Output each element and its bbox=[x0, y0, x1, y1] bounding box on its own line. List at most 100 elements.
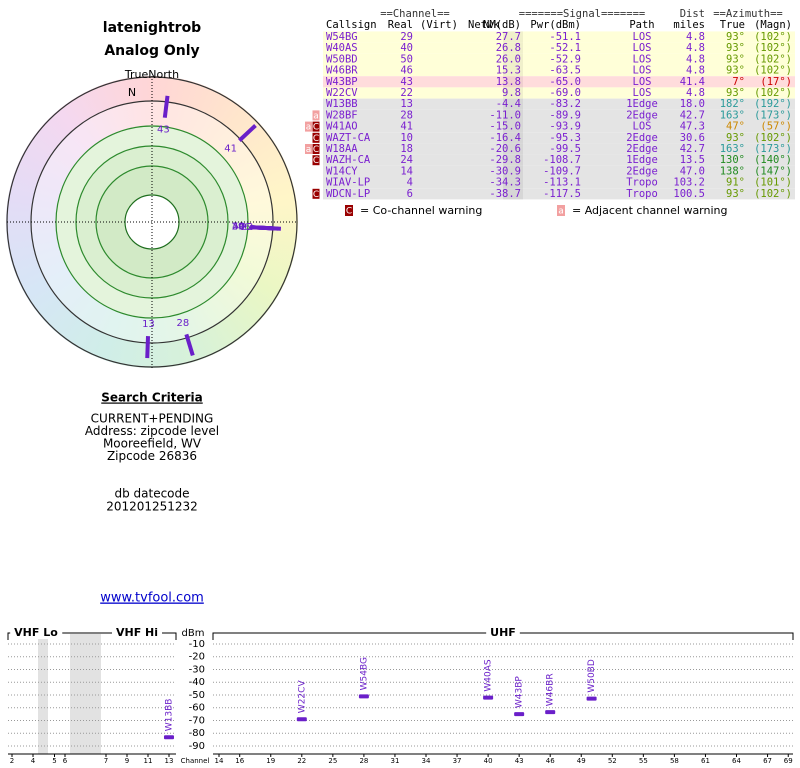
nm-shade bbox=[503, 143, 523, 155]
row-background bbox=[323, 87, 795, 99]
cell-pwr: -69.0 bbox=[549, 87, 581, 99]
cell-az-magn: (140°) bbox=[754, 154, 792, 166]
column-header: Real bbox=[388, 19, 413, 31]
section-label: VHF Lo bbox=[14, 626, 58, 639]
cell-path: LOS bbox=[633, 121, 652, 133]
cell-path: 1Edge bbox=[626, 98, 658, 110]
station-label: 13 bbox=[142, 319, 155, 330]
row-background bbox=[323, 42, 795, 54]
x-tick-label: 28 bbox=[359, 757, 368, 765]
warning-icon bbox=[312, 144, 320, 154]
cell-nm: 13.8 bbox=[496, 76, 521, 88]
x-tick-label: 14 bbox=[215, 757, 224, 765]
north-label: N bbox=[128, 86, 136, 99]
cell-path: 2Edge bbox=[626, 165, 658, 177]
cell-az-true: 91° bbox=[726, 177, 745, 189]
cell-az-true: 93° bbox=[726, 188, 745, 200]
station-ray bbox=[145, 336, 151, 359]
y-tick-label: -30 bbox=[189, 664, 205, 675]
cell-nm: -15.0 bbox=[489, 121, 521, 133]
column-header: Callsign bbox=[326, 19, 377, 31]
x-tick-label: 31 bbox=[390, 757, 399, 765]
y-tick-label: -40 bbox=[189, 677, 205, 688]
cell-callsign: W50BD bbox=[326, 53, 358, 65]
nm-shade bbox=[503, 87, 523, 99]
x-tick-label: 4 bbox=[31, 757, 36, 765]
cell-az-true: 93° bbox=[726, 65, 745, 77]
cell-nm: 15.3 bbox=[496, 65, 521, 77]
x-tick-label: 22 bbox=[297, 757, 306, 765]
cell-az-true: 93° bbox=[726, 31, 745, 43]
column-header: miles bbox=[673, 19, 705, 31]
cell-callsign: W14CY bbox=[326, 165, 358, 177]
cell-az-magn: (102°) bbox=[754, 87, 792, 99]
x-tick-label: 49 bbox=[577, 757, 586, 765]
cell-path: LOS bbox=[633, 42, 652, 54]
x-tick-label: 16 bbox=[235, 757, 244, 765]
legend-icon-letter: a bbox=[558, 207, 564, 217]
search-line: CURRENT+PENDING bbox=[91, 412, 214, 426]
search-line: Address: zipcode level bbox=[85, 424, 219, 438]
site-link[interactable]: www.tvfool.com bbox=[100, 591, 204, 606]
station-ray bbox=[162, 95, 170, 118]
x-tick-label: 40 bbox=[484, 757, 493, 765]
cell-pwr: -63.5 bbox=[549, 65, 581, 77]
cell-nm: -16.4 bbox=[489, 132, 521, 144]
search-title: Search Criteria bbox=[101, 391, 202, 405]
cell-pwr: -65.0 bbox=[549, 76, 581, 88]
x-axis-label: Channel bbox=[181, 757, 210, 765]
y-tick-label: -50 bbox=[189, 690, 205, 701]
cell-real: 43 bbox=[400, 76, 413, 88]
row-background bbox=[323, 109, 795, 121]
station-ray bbox=[184, 333, 195, 356]
warning-letter: a bbox=[313, 111, 319, 121]
x-tick-label: 58 bbox=[670, 757, 679, 765]
legend-icon-letter: C bbox=[346, 207, 352, 217]
y-tick-label: -70 bbox=[189, 715, 205, 726]
y-axis-label: dBm bbox=[182, 628, 205, 639]
warning-letter: C bbox=[313, 145, 319, 155]
cell-pwr: -108.7 bbox=[543, 154, 581, 166]
cell-nm: 26.0 bbox=[496, 53, 521, 65]
section-label: VHF Hi bbox=[116, 626, 158, 639]
cell-pwr: -109.7 bbox=[543, 165, 581, 177]
cell-az-magn: (102°) bbox=[754, 53, 792, 65]
cell-dist: 4.8 bbox=[686, 31, 705, 43]
signal-bar bbox=[164, 735, 174, 740]
signal-label: W40AS bbox=[484, 659, 494, 692]
cell-path: Tropo bbox=[626, 177, 658, 189]
signal-bar bbox=[483, 695, 494, 700]
signal-label: W22CV bbox=[297, 680, 307, 714]
nm-shade bbox=[503, 98, 523, 110]
nm-shade bbox=[503, 53, 523, 65]
cell-callsign: W18AA bbox=[326, 143, 358, 155]
cell-nm: -29.8 bbox=[489, 154, 521, 166]
station-label: 50 bbox=[233, 222, 246, 233]
cell-path: 2Edge bbox=[626, 132, 658, 144]
cell-path: LOS bbox=[633, 87, 652, 99]
x-tick-label: 55 bbox=[639, 757, 648, 765]
cell-nm: -20.6 bbox=[489, 143, 521, 155]
cell-az-true: 93° bbox=[726, 87, 745, 99]
cell-pwr: -113.1 bbox=[543, 177, 581, 189]
station-label: 29 bbox=[232, 222, 245, 233]
cell-callsign: WIAV-LP bbox=[326, 177, 370, 189]
cell-az-true: 163° bbox=[720, 143, 745, 155]
column-header: Pwr(dBm) bbox=[530, 19, 581, 31]
mode: Analog Only bbox=[104, 43, 199, 59]
cell-az-true: 138° bbox=[720, 165, 745, 177]
cell-dist: 42.7 bbox=[680, 109, 705, 121]
cell-callsign: W28BF bbox=[326, 109, 358, 121]
cell-real: 18 bbox=[400, 143, 413, 155]
legend-icon bbox=[557, 205, 565, 216]
group-header: =======Signal======= bbox=[519, 8, 645, 20]
cell-az-true: 93° bbox=[726, 53, 745, 65]
x-tick-label: 67 bbox=[763, 757, 772, 765]
cell-dist: 13.5 bbox=[680, 154, 705, 166]
cell-az-true: 47° bbox=[726, 121, 745, 133]
signal-bar bbox=[296, 717, 307, 722]
x-tick-label: 61 bbox=[701, 757, 710, 765]
x-tick-label: 46 bbox=[546, 757, 555, 765]
x-tick-label: 13 bbox=[165, 757, 174, 765]
